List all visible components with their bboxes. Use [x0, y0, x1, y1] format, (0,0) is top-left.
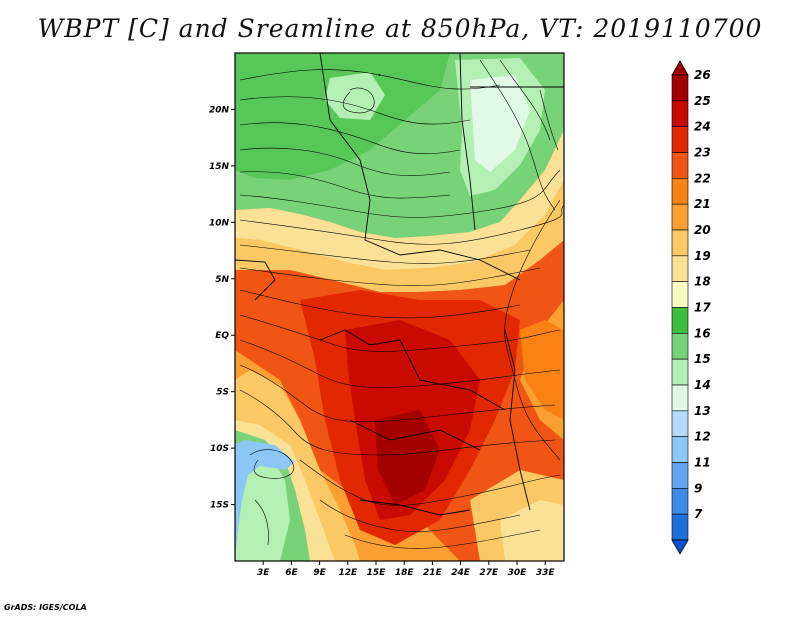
- colorbar-swatch: [671, 513, 689, 541]
- lon-tick-label: 30E: [508, 568, 528, 578]
- colorbar-label: 15: [694, 352, 711, 366]
- lat-tick-label: 10N: [209, 218, 230, 228]
- colorbar-swatch: [671, 333, 689, 360]
- lat-tick-label: 20N: [209, 105, 230, 115]
- colorbar-swatch: [671, 74, 689, 102]
- lon-tick-label: 33E: [536, 568, 556, 578]
- colorbar-label: 26: [694, 68, 711, 82]
- colorbar-swatch: [671, 281, 689, 308]
- colorbar-swatch: [671, 307, 689, 334]
- colorbar-swatch: [671, 100, 689, 127]
- streamlines: [239, 59, 564, 549]
- colorbar-label: 22: [694, 171, 711, 185]
- lat-tick-label: 10S: [210, 444, 229, 454]
- colorbar-label: 19: [694, 249, 711, 263]
- colorbar-swatch: [671, 178, 689, 205]
- boundaries: [235, 53, 564, 516]
- colorbar-swatch: [671, 126, 689, 153]
- colorbar-label: 16: [694, 326, 711, 340]
- colorbar-swatch: [671, 229, 689, 257]
- lat-tick-label: 15N: [209, 162, 230, 172]
- colorbar-label: 14: [694, 378, 711, 392]
- colorbar-label: 23: [694, 146, 711, 160]
- lat-tick-label: 5N: [215, 275, 229, 285]
- colorbar-swatch: [671, 358, 689, 386]
- lon-tick-label: 6E: [285, 568, 298, 578]
- lon-tick-label: 21E: [423, 568, 443, 578]
- colorbar-bottom-arrow: [671, 539, 689, 555]
- colorbar-top-arrow: [671, 60, 689, 76]
- colorbar-swatch: [671, 152, 689, 179]
- colorbar-label: 20: [694, 223, 711, 237]
- map-title: WBPT [C] and Sreamline at 850hPa, VT: 20…: [37, 14, 763, 43]
- colorbar-swatch: [671, 384, 689, 412]
- colorbar-swatch: [671, 462, 689, 489]
- lat-tick-label: 15S: [210, 501, 229, 511]
- colorbar-swatch: [671, 436, 689, 463]
- lon-tick-label: 18E: [395, 568, 415, 578]
- plot-frame: [234, 52, 565, 562]
- colorbar-label: 9: [694, 481, 702, 495]
- colorbar-label: 12: [694, 430, 711, 444]
- lon-tick-label: 3E: [257, 568, 270, 578]
- colorbar-label: 7: [694, 507, 703, 521]
- lon-tick-label: 24E: [451, 568, 471, 578]
- colorbar-swatch: [671, 255, 689, 282]
- grads-credit: GrADS: IGES/COLA: [4, 603, 87, 612]
- colorbar-label: 25: [694, 94, 711, 108]
- colorbar: 26 25 24 23 22 21 20 19 18 17 16 15 14 13 12 11 9 7: [671, 60, 711, 555]
- lon-tick-label: 15E: [367, 568, 387, 578]
- colorbar-swatch: [671, 203, 689, 231]
- latitude-axis: 20N 15N 10N 5N EQ 5S 10S 15S: [209, 105, 235, 511]
- colorbar-label: 13: [694, 404, 711, 418]
- lon-tick-label: 9E: [313, 568, 326, 578]
- colorbar-label: 17: [694, 301, 711, 315]
- longitude-axis: 3E 6E 9E 12E 15E 18E 21E 24E 27E 30E 33E: [257, 561, 555, 578]
- lat-tick-label: 5S: [216, 388, 229, 398]
- colorbar-label: 11: [694, 456, 711, 470]
- lat-tick-label: EQ: [215, 331, 229, 341]
- colorbar-swatch: [671, 488, 689, 515]
- colorbar-label: 21: [694, 197, 711, 211]
- colorbar-label: 24: [694, 120, 711, 134]
- colorbar-swatch: [671, 410, 689, 437]
- lon-tick-label: 27E: [479, 568, 499, 578]
- colorbar-label: 18: [694, 275, 711, 289]
- lon-tick-label: 12E: [338, 568, 358, 578]
